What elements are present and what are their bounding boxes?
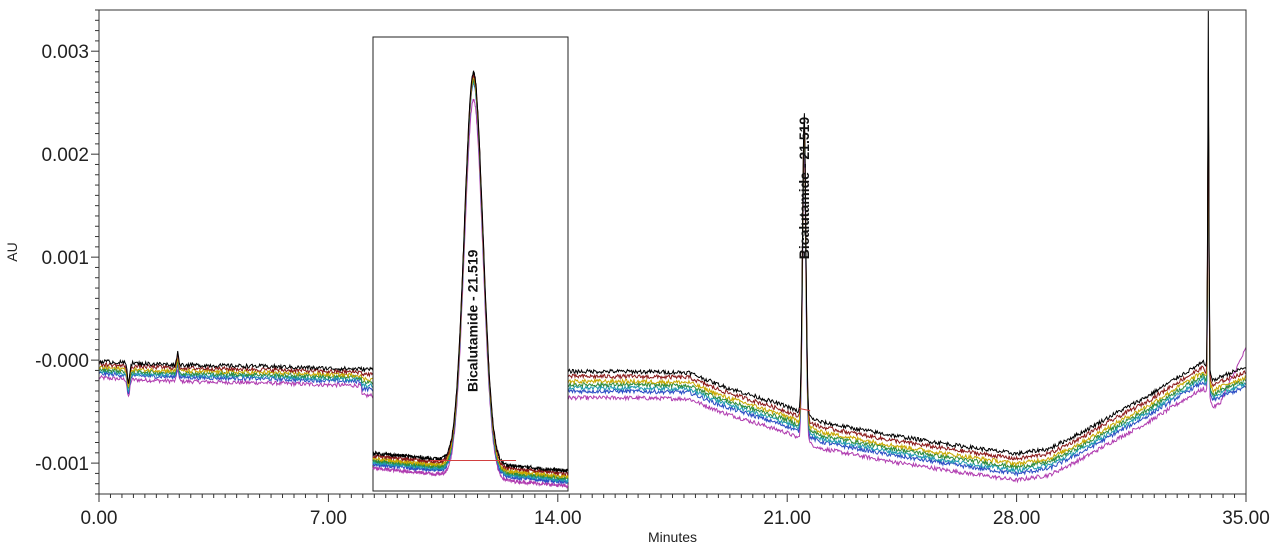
y-tick-label: -0.000 (35, 351, 89, 372)
y-tick-label: 0.001 (41, 248, 89, 269)
y-tick-label: -0.001 (35, 454, 89, 475)
y-tick-label: 0.003 (41, 42, 89, 63)
trace-series-2 (98, 73, 1247, 467)
x-tick-label: 28.00 (993, 508, 1041, 529)
x-tick-label: 21.00 (763, 508, 811, 529)
x-tick-label: 14.00 (534, 508, 582, 529)
inset-trace-series-6 (372, 98, 569, 489)
main-peak-annotation: Bicalutamide - 21.519 (796, 117, 812, 260)
x-tick-label: 7.00 (310, 508, 347, 529)
trace-series-0 (98, 10, 1247, 457)
trace-series-4 (98, 83, 1247, 474)
integration-baseline (799, 408, 811, 412)
trace-series-5 (98, 83, 1247, 478)
axes: 0.00 7.00 14.00 21.00 28.00 35.00 -0.001 -0.000… (35, 9, 1270, 529)
y-axis-title: AU (4, 242, 20, 261)
trace-series-1 (98, 69, 1247, 461)
x-tick-label: 35.00 (1222, 508, 1270, 529)
x-tick-label: 0.00 (81, 508, 118, 529)
peak-label-inset: Bicalutamide - 21.519 (465, 249, 481, 392)
inset-trace-series-0 (372, 70, 569, 474)
trace-series-6 (98, 90, 1247, 484)
inset-frame (372, 36, 569, 492)
x-axis-title: Minutes (648, 529, 697, 545)
peak-label-main: Bicalutamide - 21.519 (796, 117, 812, 260)
chromatogram-traces (98, 10, 1247, 484)
y-tick-label: 0.002 (41, 145, 89, 166)
plot-frame (98, 9, 1247, 495)
inset-zoom: Bicalutamide - 21.519 (372, 36, 569, 492)
trace-series-3 (98, 77, 1247, 470)
